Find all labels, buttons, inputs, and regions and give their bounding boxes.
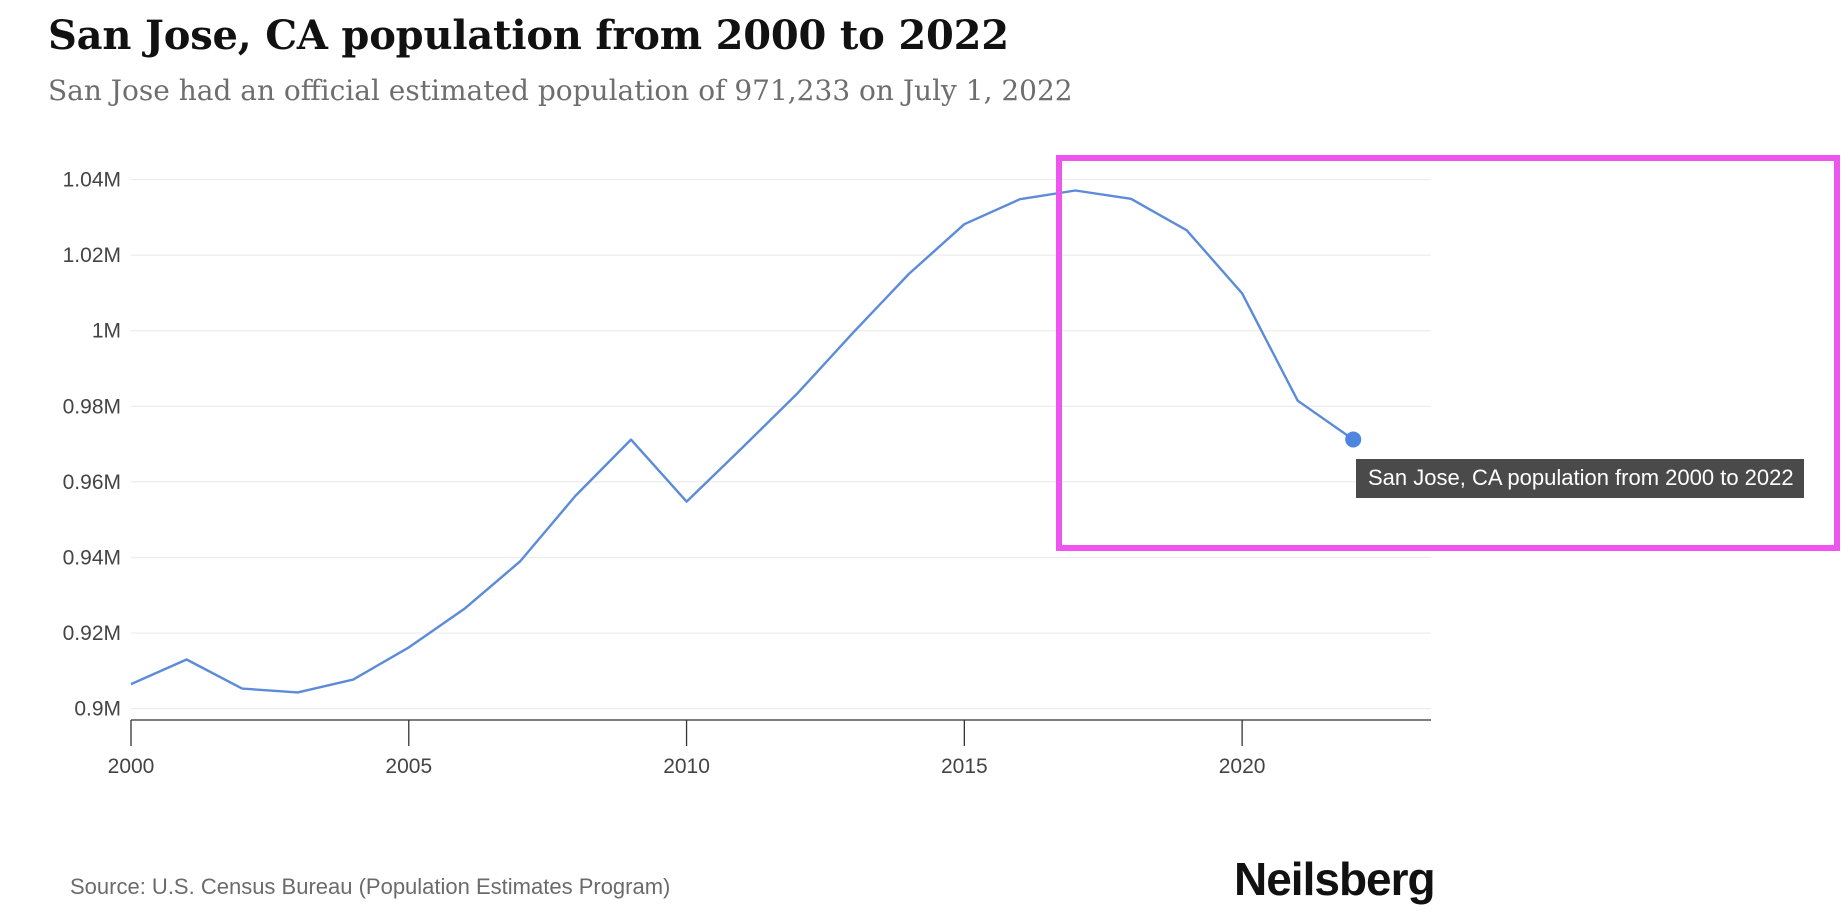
y-tick-label: 0.94M bbox=[63, 546, 121, 569]
population-series-line bbox=[130, 189, 1354, 694]
grid-lines bbox=[131, 178, 1431, 710]
x-tick-label: 2010 bbox=[663, 755, 710, 778]
chart-subtitle: San Jose had an official estimated popul… bbox=[48, 74, 1073, 107]
y-tick-label: 1.02M bbox=[63, 244, 121, 267]
x-tick-label: 2000 bbox=[108, 755, 155, 778]
source-note: Source: U.S. Census Bureau (Population E… bbox=[70, 874, 671, 899]
x-tick-label: 2020 bbox=[1219, 755, 1266, 778]
neilsberg-logo: Neilsberg bbox=[1234, 853, 1436, 905]
x-tick-label: 2015 bbox=[941, 755, 988, 778]
highlight-annotation-box bbox=[1056, 155, 1840, 551]
y-tick-label: 0.98M bbox=[63, 395, 121, 418]
y-tick-label: 0.96M bbox=[63, 471, 121, 494]
data-tooltip: San Jose, CA population from 2000 to 202… bbox=[1356, 459, 1804, 498]
y-tick-label: 1.04M bbox=[63, 169, 121, 192]
series-group bbox=[130, 189, 1362, 694]
chart-title: San Jose, CA population from 2000 to 202… bbox=[48, 12, 1009, 59]
y-axis-ticks: 0.9M 0.92M 0.94M 0.96M 0.98M 1M 1.02M 1.04M bbox=[63, 169, 121, 721]
x-axis: 2000 2005 2010 2015 2020 bbox=[108, 719, 1431, 778]
y-tick-label: 0.92M bbox=[63, 622, 121, 645]
x-tick-label: 2005 bbox=[385, 755, 432, 778]
highlight-point bbox=[1345, 431, 1362, 448]
y-tick-label: 0.9M bbox=[74, 698, 121, 721]
y-tick-label: 1M bbox=[92, 320, 121, 343]
